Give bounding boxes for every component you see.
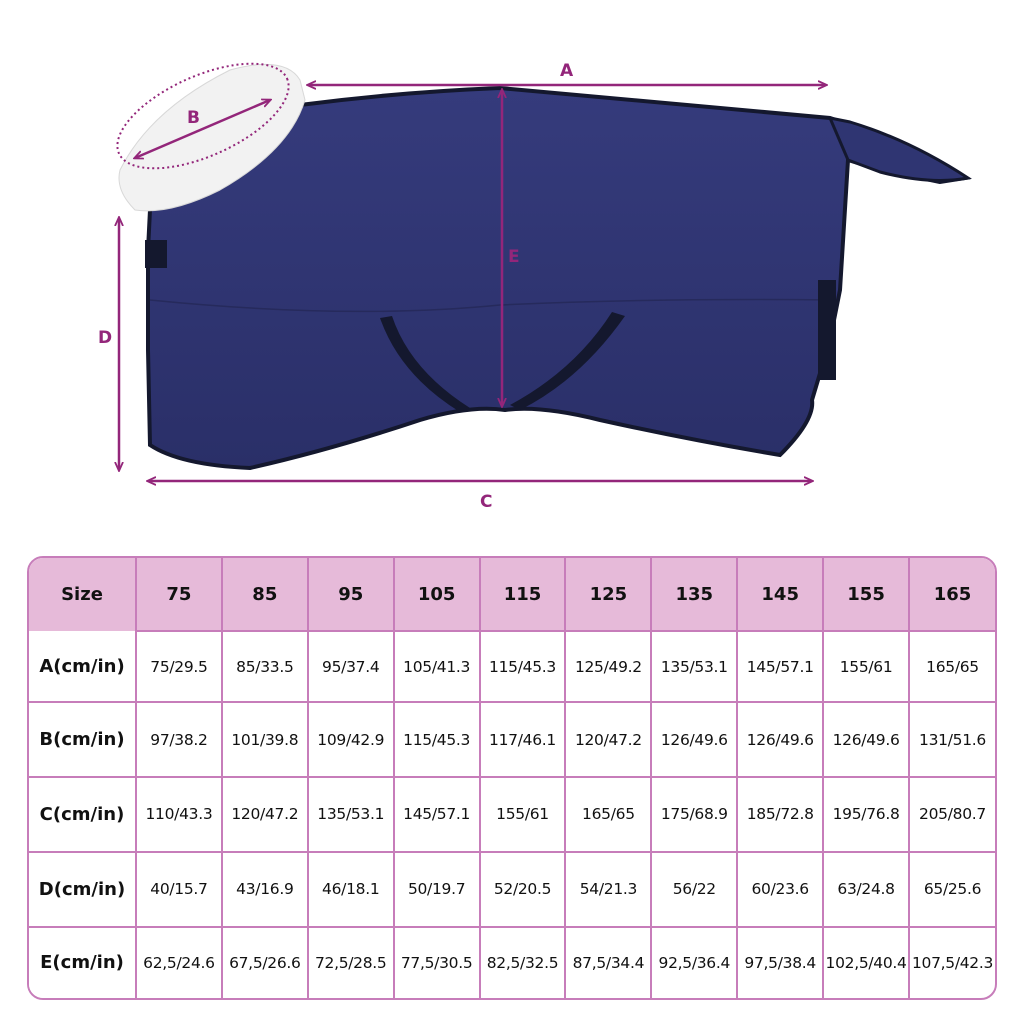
table-cell: 65/25.6: [908, 850, 995, 928]
header-size-75: 75: [135, 558, 223, 631]
table-row: A(cm/in) 75/29.5 85/33.5 95/37.4 105/41.3 115…: [29, 629, 995, 704]
table-cell: 155/61: [478, 776, 567, 853]
collar-measure-ellipse: [116, 62, 290, 170]
table-cell: 40/15.7: [135, 850, 223, 928]
table-row: B(cm/in) 97/38.2 101/39.8 109/42.9 115/45.3 1…: [29, 701, 995, 779]
header-size-label: Size: [29, 558, 137, 631]
table-cell: 110/43.3: [135, 776, 223, 853]
table-row: E(cm/in) 62,5/24.6 67,5/26.6 72,5/28.5 77,5/…: [29, 925, 995, 998]
blanket-tail-flap: [827, 115, 972, 182]
table-cell: 82,5/32.5: [478, 925, 567, 998]
header-size-135: 135: [650, 558, 739, 631]
table-cell: 125/49.2: [564, 629, 653, 704]
table-cell: 107,5/42.3: [908, 925, 995, 998]
size-chart-table: Size 75 85 95 105 115 125 135 145 155 165 A(cm/in)…: [27, 556, 997, 1000]
table-cell: 135/53.1: [306, 776, 395, 853]
header-size-125: 125: [564, 558, 653, 631]
table-cell: 195/76.8: [822, 776, 911, 853]
table-cell: 205/80.7: [908, 776, 995, 853]
label-a: A: [560, 61, 574, 81]
row-label: D(cm/in): [29, 850, 137, 928]
header-size-105: 105: [392, 558, 481, 631]
table-cell: 56/22: [650, 850, 739, 928]
header-size-165: 165: [908, 558, 995, 631]
table-cell: 102,5/40.4: [822, 925, 911, 998]
table-cell: 101/39.8: [220, 701, 309, 779]
table-cell: 52/20.5: [478, 850, 567, 928]
table-cell: 185/72.8: [736, 776, 825, 853]
label-b: B: [187, 108, 200, 128]
table-cell: 155/61: [822, 629, 911, 704]
chest-strap: [145, 240, 167, 268]
table-row: C(cm/in) 110/43.3 120/47.2 135/53.1 145/57.1…: [29, 776, 995, 853]
table-cell: 60/23.6: [736, 850, 825, 928]
table-cell: 126/49.6: [650, 701, 739, 779]
horse-blanket-diagram: A B C D E: [98, 61, 972, 512]
table-cell: 63/24.8: [822, 850, 911, 928]
table-cell: 97,5/38.4: [736, 925, 825, 998]
table-cell: 43/16.9: [220, 850, 309, 928]
table-cell: 77,5/30.5: [392, 925, 481, 998]
table-header-row: Size 75 85 95 105 115 125 135 145 155 165: [29, 558, 995, 631]
belly-strap-right: [510, 312, 625, 410]
table-cell: 117/46.1: [478, 701, 567, 779]
table-cell: 87,5/34.4: [564, 925, 653, 998]
table-cell: 145/57.1: [736, 629, 825, 704]
row-label: B(cm/in): [29, 701, 137, 779]
table-cell: 95/37.4: [306, 629, 395, 704]
header-size-115: 115: [478, 558, 567, 631]
label-d: D: [98, 328, 112, 348]
header-size-85: 85: [220, 558, 309, 631]
table-cell: 62,5/24.6: [135, 925, 223, 998]
header-size-145: 145: [736, 558, 825, 631]
table-cell: 92,5/36.4: [650, 925, 739, 998]
table-cell: 72,5/28.5: [306, 925, 395, 998]
table-cell: 46/18.1: [306, 850, 395, 928]
table-cell: 115/45.3: [478, 629, 567, 704]
table-cell: 165/65: [564, 776, 653, 853]
table-cell: 120/47.2: [220, 776, 309, 853]
table-cell: 120/47.2: [564, 701, 653, 779]
label-c: C: [480, 492, 492, 512]
table-row: D(cm/in) 40/15.7 43/16.9 46/18.1 50/19.7 52/2…: [29, 850, 995, 928]
table-cell: 85/33.5: [220, 629, 309, 704]
table-cell: 126/49.6: [822, 701, 911, 779]
header-size-155: 155: [822, 558, 911, 631]
table-cell: 67,5/26.6: [220, 925, 309, 998]
table-cell: 165/65: [908, 629, 995, 704]
table-cell: 175/68.9: [650, 776, 739, 853]
header-size-95: 95: [306, 558, 395, 631]
table-cell: 75/29.5: [135, 629, 223, 704]
table-cell: 54/21.3: [564, 850, 653, 928]
table-cell: 109/42.9: [306, 701, 395, 779]
table-cell: 115/45.3: [392, 701, 481, 779]
label-e: E: [508, 247, 520, 267]
table-cell: 97/38.2: [135, 701, 223, 779]
tail-strap: [818, 280, 836, 380]
row-label: E(cm/in): [29, 925, 137, 998]
table-cell: 126/49.6: [736, 701, 825, 779]
table-cell: 50/19.7: [392, 850, 481, 928]
table-cell: 131/51.6: [908, 701, 995, 779]
table-cell: 145/57.1: [392, 776, 481, 853]
collar-measure-line: [135, 100, 270, 158]
belly-strap-left: [380, 316, 470, 412]
row-label: A(cm/in): [29, 631, 137, 704]
table-cell: 105/41.3: [392, 629, 481, 704]
row-label: C(cm/in): [29, 776, 137, 853]
table-cell: 135/53.1: [650, 629, 739, 704]
